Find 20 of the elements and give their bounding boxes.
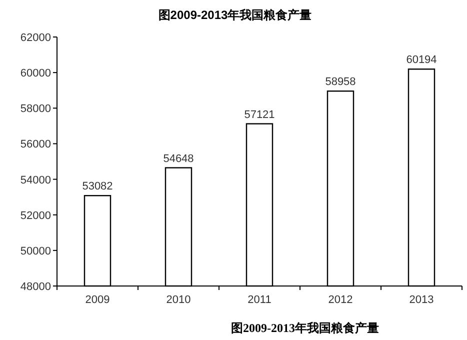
y-tick-label: 54000 (20, 174, 51, 186)
x-tick-label: 2013 (409, 294, 434, 306)
x-tick-label: 2011 (248, 294, 272, 306)
y-tick-label: 48000 (20, 281, 51, 293)
data-label: 60194 (406, 54, 437, 66)
y-tick-label: 56000 (20, 138, 51, 151)
x-tick-label: 2010 (166, 294, 191, 306)
data-label: 54648 (163, 152, 194, 165)
y-tick-label: 50000 (20, 245, 51, 258)
y-tick-label: 58000 (20, 103, 51, 116)
data-label: 53082 (82, 180, 113, 193)
y-tick-label: 52000 (20, 210, 51, 222)
data-label: 57121 (244, 108, 275, 121)
chart-title: 图2009-2013年我国粮食产量 (158, 8, 312, 22)
caption: 图2009-2013年我国粮食产量 (231, 321, 379, 335)
x-tick-label: 2012 (328, 294, 353, 306)
y-tick-label: 62000 (20, 32, 51, 44)
data-label: 58958 (325, 76, 356, 88)
y-tick-label: 60000 (20, 68, 51, 80)
x-tick-label: 2009 (85, 294, 110, 306)
